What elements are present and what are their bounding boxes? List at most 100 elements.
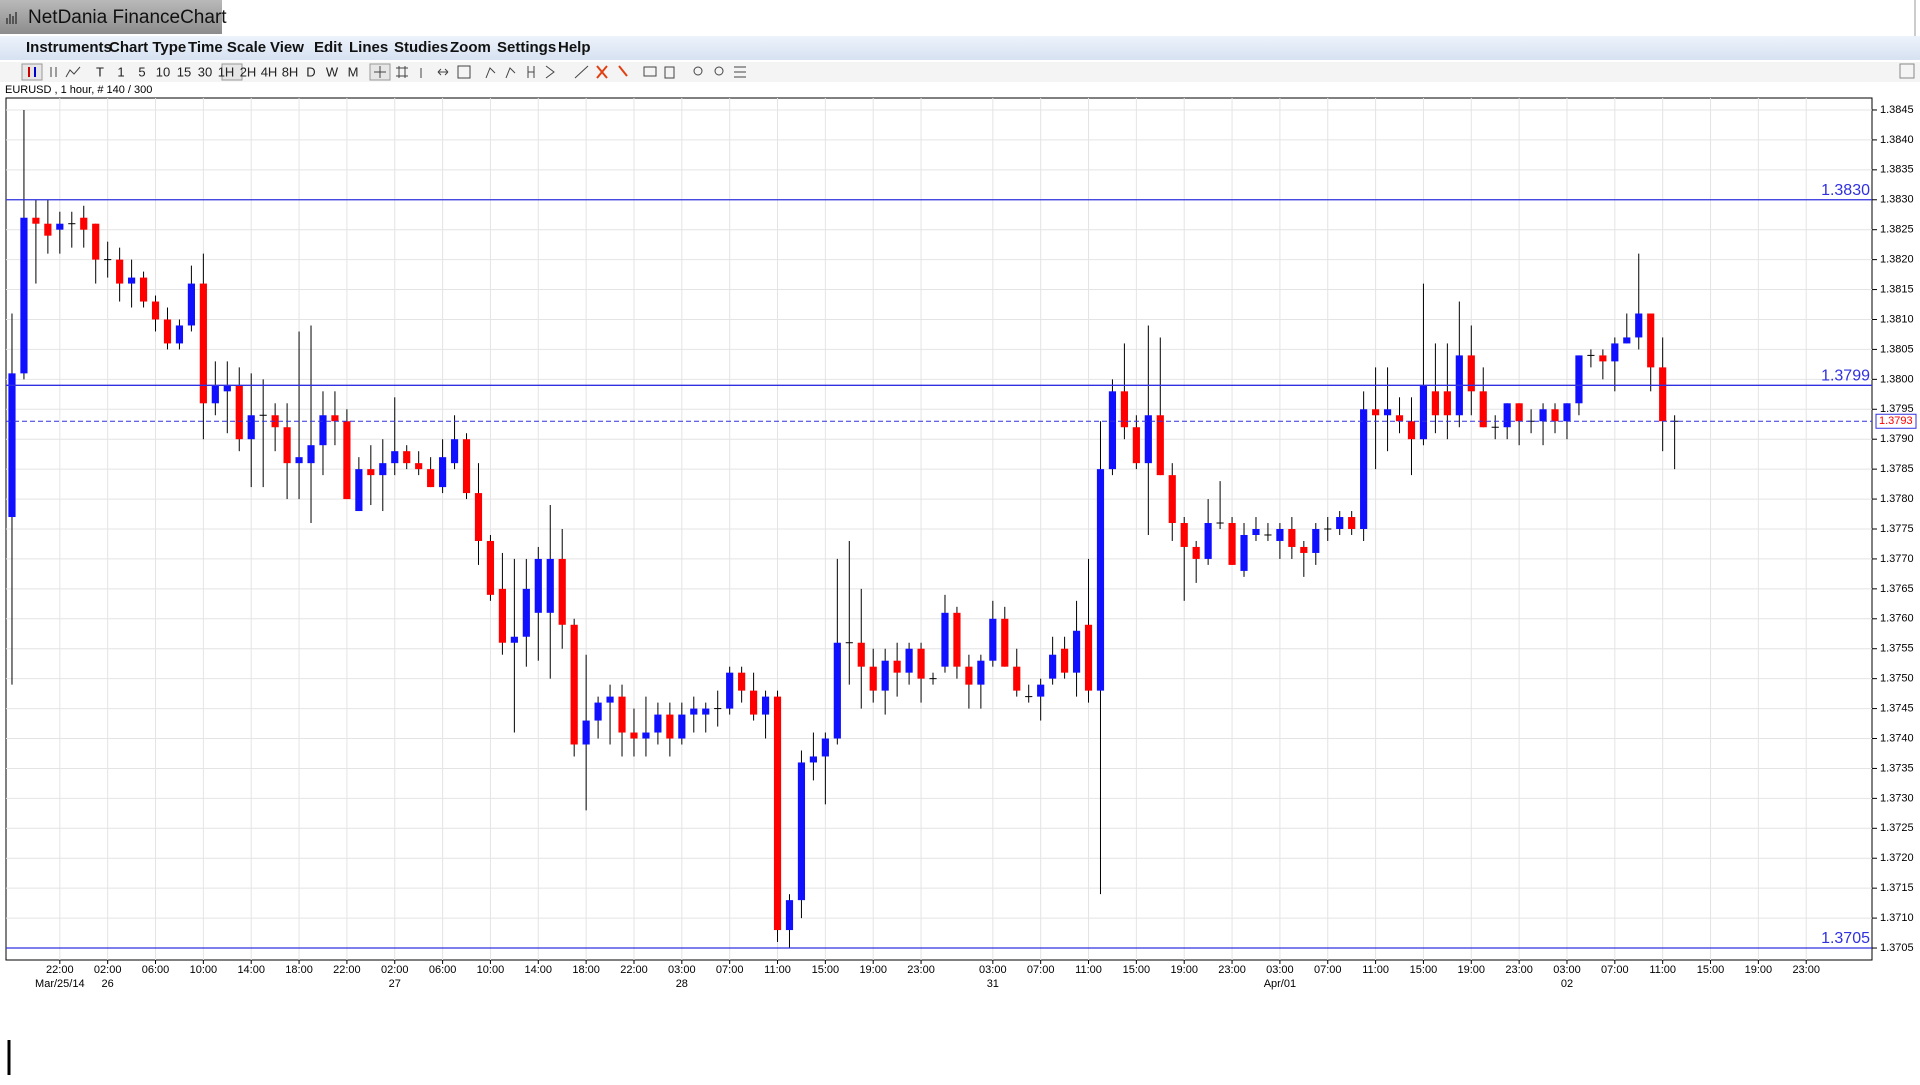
y-tick-label: 1.3715 (1880, 882, 1914, 894)
last-price-label: 1.3793 (1879, 415, 1913, 427)
candle-body (1348, 517, 1356, 529)
timeframe-button[interactable]: M (348, 64, 359, 79)
timeframe-button[interactable]: W (326, 64, 339, 79)
candle-body (68, 223, 76, 225)
menu-item[interactable]: Edit (314, 39, 342, 56)
candle-body (809, 756, 817, 763)
menu-item[interactable]: Time Scale (188, 39, 266, 56)
menu-item[interactable]: Settings (497, 39, 556, 56)
x-tick-label: 11:00 (764, 964, 791, 976)
candle-body (367, 469, 375, 476)
candle-body (546, 558, 554, 613)
y-tick-label: 1.3765 (1880, 583, 1914, 595)
timeframe-button[interactable]: 10 (156, 64, 170, 79)
y-tick-label: 1.3770 (1880, 553, 1914, 565)
timeframe-button[interactable]: 8H (282, 64, 299, 79)
candle-body (486, 540, 495, 595)
y-tick-label: 1.3785 (1880, 463, 1914, 475)
candle-body (761, 696, 770, 715)
x-tick-label: 03:00 (668, 964, 696, 976)
candle-body (343, 421, 351, 500)
timeframe-button[interactable]: 5 (138, 64, 145, 79)
y-tick-label: 1.3795 (1880, 403, 1914, 415)
timeframe-button[interactable]: 2H (240, 64, 257, 79)
menu-item[interactable]: Lines (349, 39, 388, 56)
x-tick-label: 15:00 (1410, 964, 1438, 976)
timeframe-button[interactable]: T (96, 64, 104, 79)
candle-body (1635, 313, 1643, 338)
x-tick-label: 19:00 (1170, 964, 1198, 976)
candle-body (1300, 546, 1308, 553)
menu-item[interactable]: Chart Type (109, 39, 186, 56)
candle-body (1575, 355, 1583, 404)
candle-body (139, 277, 148, 302)
candle-body (1252, 529, 1260, 535)
candle-body (1431, 391, 1439, 416)
candle-body (654, 714, 662, 733)
x-tick-label: 22:00 (46, 964, 74, 976)
y-tick-label: 1.3815 (1880, 283, 1914, 295)
menu-item[interactable]: View (270, 39, 304, 56)
x-tick-label: 14:00 (237, 964, 265, 976)
candle-body (104, 259, 112, 261)
timeframe-button[interactable]: 1H (218, 64, 235, 79)
x-tick-label: 06:00 (142, 964, 170, 976)
candle-body (1061, 648, 1069, 673)
candle-body (307, 445, 315, 464)
candle-body (1144, 415, 1152, 464)
candle-body (941, 612, 949, 667)
timeframe-button[interactable]: 15 (177, 64, 191, 79)
timeframe-button[interactable]: 1 (117, 64, 124, 79)
x-tick-label: 02:00 (94, 964, 122, 976)
candle-body (606, 696, 614, 703)
candle-body (1467, 355, 1475, 392)
timeframe-buttons: T 1 5 10 15 30 1H 2H 4H 8H D W M (96, 64, 358, 79)
candle-body (163, 319, 172, 344)
candle-body (1395, 415, 1404, 422)
plot: 1.3705 1.3710 1.3715 1.3720 1.3725 1.3730 1.37… (5, 97, 1917, 990)
x-tick-label: 23:00 (1218, 964, 1246, 976)
menu-item[interactable]: Studies (394, 39, 448, 56)
candle-body (630, 732, 638, 739)
candle-body (1132, 427, 1140, 464)
candle-body (1312, 529, 1320, 553)
candle-body (1264, 534, 1272, 536)
candle-body (1611, 343, 1619, 362)
candle-body (415, 463, 423, 470)
candle-body (1108, 391, 1117, 470)
candle-body (833, 642, 841, 739)
date-label: Mar/25/14 (35, 978, 85, 990)
candle-body (773, 696, 782, 931)
timeframe-button[interactable]: 30 (198, 64, 212, 79)
menu-item[interactable]: Zoom (450, 39, 491, 56)
date-label: Apr/01 (1264, 978, 1296, 990)
candle-body (1479, 391, 1487, 428)
menu-item[interactable]: Help (558, 39, 591, 56)
candle-body (1025, 696, 1033, 698)
candle-body (1443, 391, 1451, 416)
timeframe-button[interactable]: 4H (261, 64, 278, 79)
x-tick-label: 15:00 (1697, 964, 1725, 976)
candle-body (845, 642, 853, 644)
y-tick-label: 1.3830 (1880, 194, 1914, 206)
x-tick-label: 19:00 (1745, 964, 1773, 976)
candle-body (690, 708, 698, 715)
candle-body (1647, 313, 1655, 368)
x-tick-label: 07:00 (716, 964, 744, 976)
y-tick-label: 1.3800 (1880, 373, 1914, 385)
candle-body (1204, 523, 1212, 559)
candle-body (570, 624, 578, 745)
candle-body (462, 439, 471, 494)
x-tick-label: 03:00 (979, 964, 1007, 976)
candle-body (678, 714, 686, 739)
candle-body (151, 301, 160, 320)
candle-body (116, 259, 124, 284)
candle-body (1563, 403, 1571, 422)
candle-body (558, 558, 566, 625)
candle-body (917, 648, 925, 679)
candle-body (1383, 409, 1392, 416)
menu-item[interactable]: Instruments (26, 39, 112, 56)
candle-body (1372, 409, 1380, 416)
timeframe-button[interactable]: D (306, 64, 315, 79)
